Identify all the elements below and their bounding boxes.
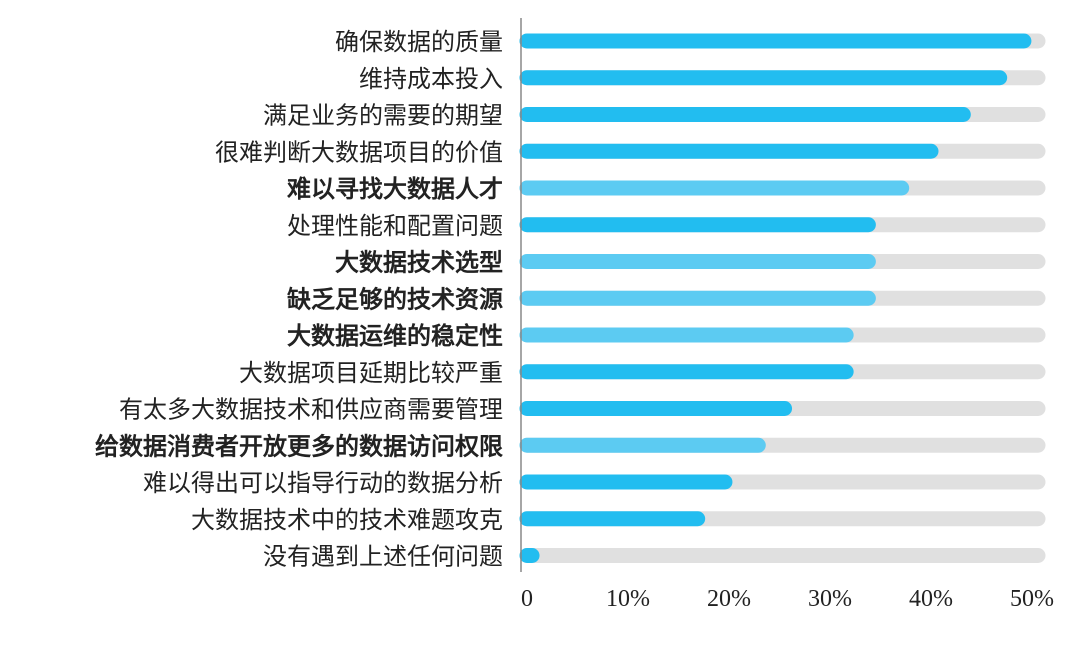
category-label: 难以寻找大数据人才	[286, 175, 503, 203]
category-label: 很难判断大数据项目的价值	[215, 138, 503, 166]
category-label: 处理性能和配置问题	[287, 212, 503, 240]
x-tick-label: 40%	[909, 586, 953, 612]
bars	[519, 33, 1032, 563]
x-tick-label: 20%	[707, 586, 751, 612]
category-label: 大数据运维的稳定性	[287, 322, 503, 350]
category-label: 有太多大数据技术和供应商需要管理	[119, 396, 503, 424]
category-label: 给数据消费者开放更多的数据访问权限	[95, 432, 503, 460]
x-tick-label: 10%	[606, 586, 650, 612]
category-label: 满足业务的需要的期望	[263, 102, 503, 130]
category-label: 缺乏足够的技术资源	[287, 285, 503, 313]
category-label: 没有遇到上述任何问题	[263, 543, 503, 571]
category-label: 难以得出可以指导行动的数据分析	[143, 469, 503, 497]
category-label: 大数据技术选型	[335, 249, 503, 277]
category-label: 确保数据的质量	[335, 28, 503, 56]
x-tick-label: 30%	[808, 586, 852, 612]
x-tick-label: 50%	[1010, 586, 1054, 612]
category-label: 大数据项目延期比较严重	[239, 359, 503, 387]
category-labels: 确保数据的质量维持成本投入满足业务的需要的期望很难判断大数据项目的价值难以寻找大…	[95, 28, 503, 571]
category-label: 维持成本投入	[359, 65, 503, 93]
category-label: 大数据技术中的技术难题攻克	[191, 506, 503, 534]
x-tick-labels: 0 10% 20% 30% 40% 50%	[521, 586, 1054, 612]
x-tick-label: 0	[521, 586, 533, 612]
